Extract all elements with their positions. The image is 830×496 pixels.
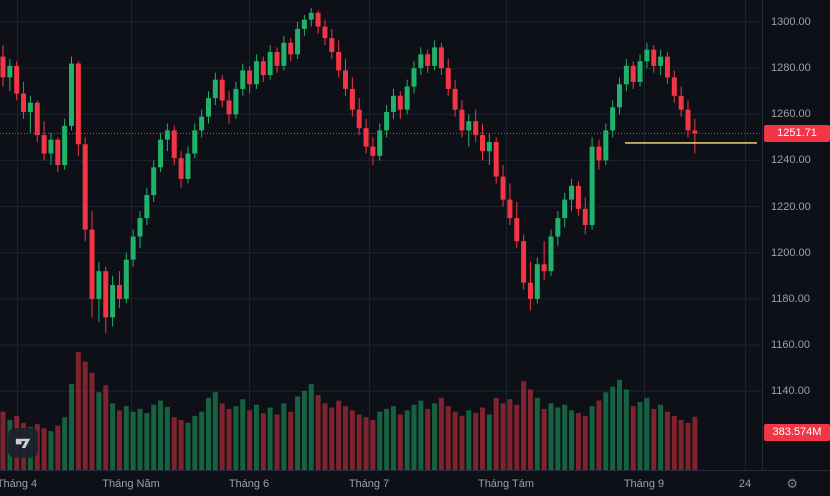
price-tick: 1160.00 [771,338,810,351]
time-tick: Tháng Năm [102,478,160,490]
time-tick: Tháng 9 [623,478,665,490]
price-tick: 1140.00 [771,385,810,398]
tradingview-logo [8,428,38,458]
time-tick: Tháng 4 [0,478,38,490]
time-tick: Tháng 7 [348,478,390,490]
price-badge: 1251.71 [764,125,830,143]
price-tick: 1260.00 [771,108,811,121]
time-tick: 24 [738,478,752,490]
price-tick: 1180.00 [771,292,810,305]
time-axis[interactable]: ⚙ Tháng 4 Tháng Năm Tháng 6 Tháng 7 Tháng Tá… [0,470,830,496]
tradingview-logo-glyph [15,438,31,448]
time-tick: Tháng 6 [228,478,270,490]
candlestick-chart[interactable] [0,0,762,470]
price-tick: 1240.00 [771,154,811,167]
price-tick: 1200.00 [771,246,811,259]
volume-badge: 383.574M [764,424,830,441]
price-tick: 1280.00 [771,62,811,75]
price-tick: 1300.00 [771,16,811,28]
price-tick: 1220.00 [771,200,811,213]
gear-icon[interactable]: ⚙ [786,476,798,491]
price-axis[interactable]: 1251.71 383.574M 1300.00 1280.00 1260.00 12… [762,0,830,470]
time-tick: Tháng Tám [477,478,535,490]
